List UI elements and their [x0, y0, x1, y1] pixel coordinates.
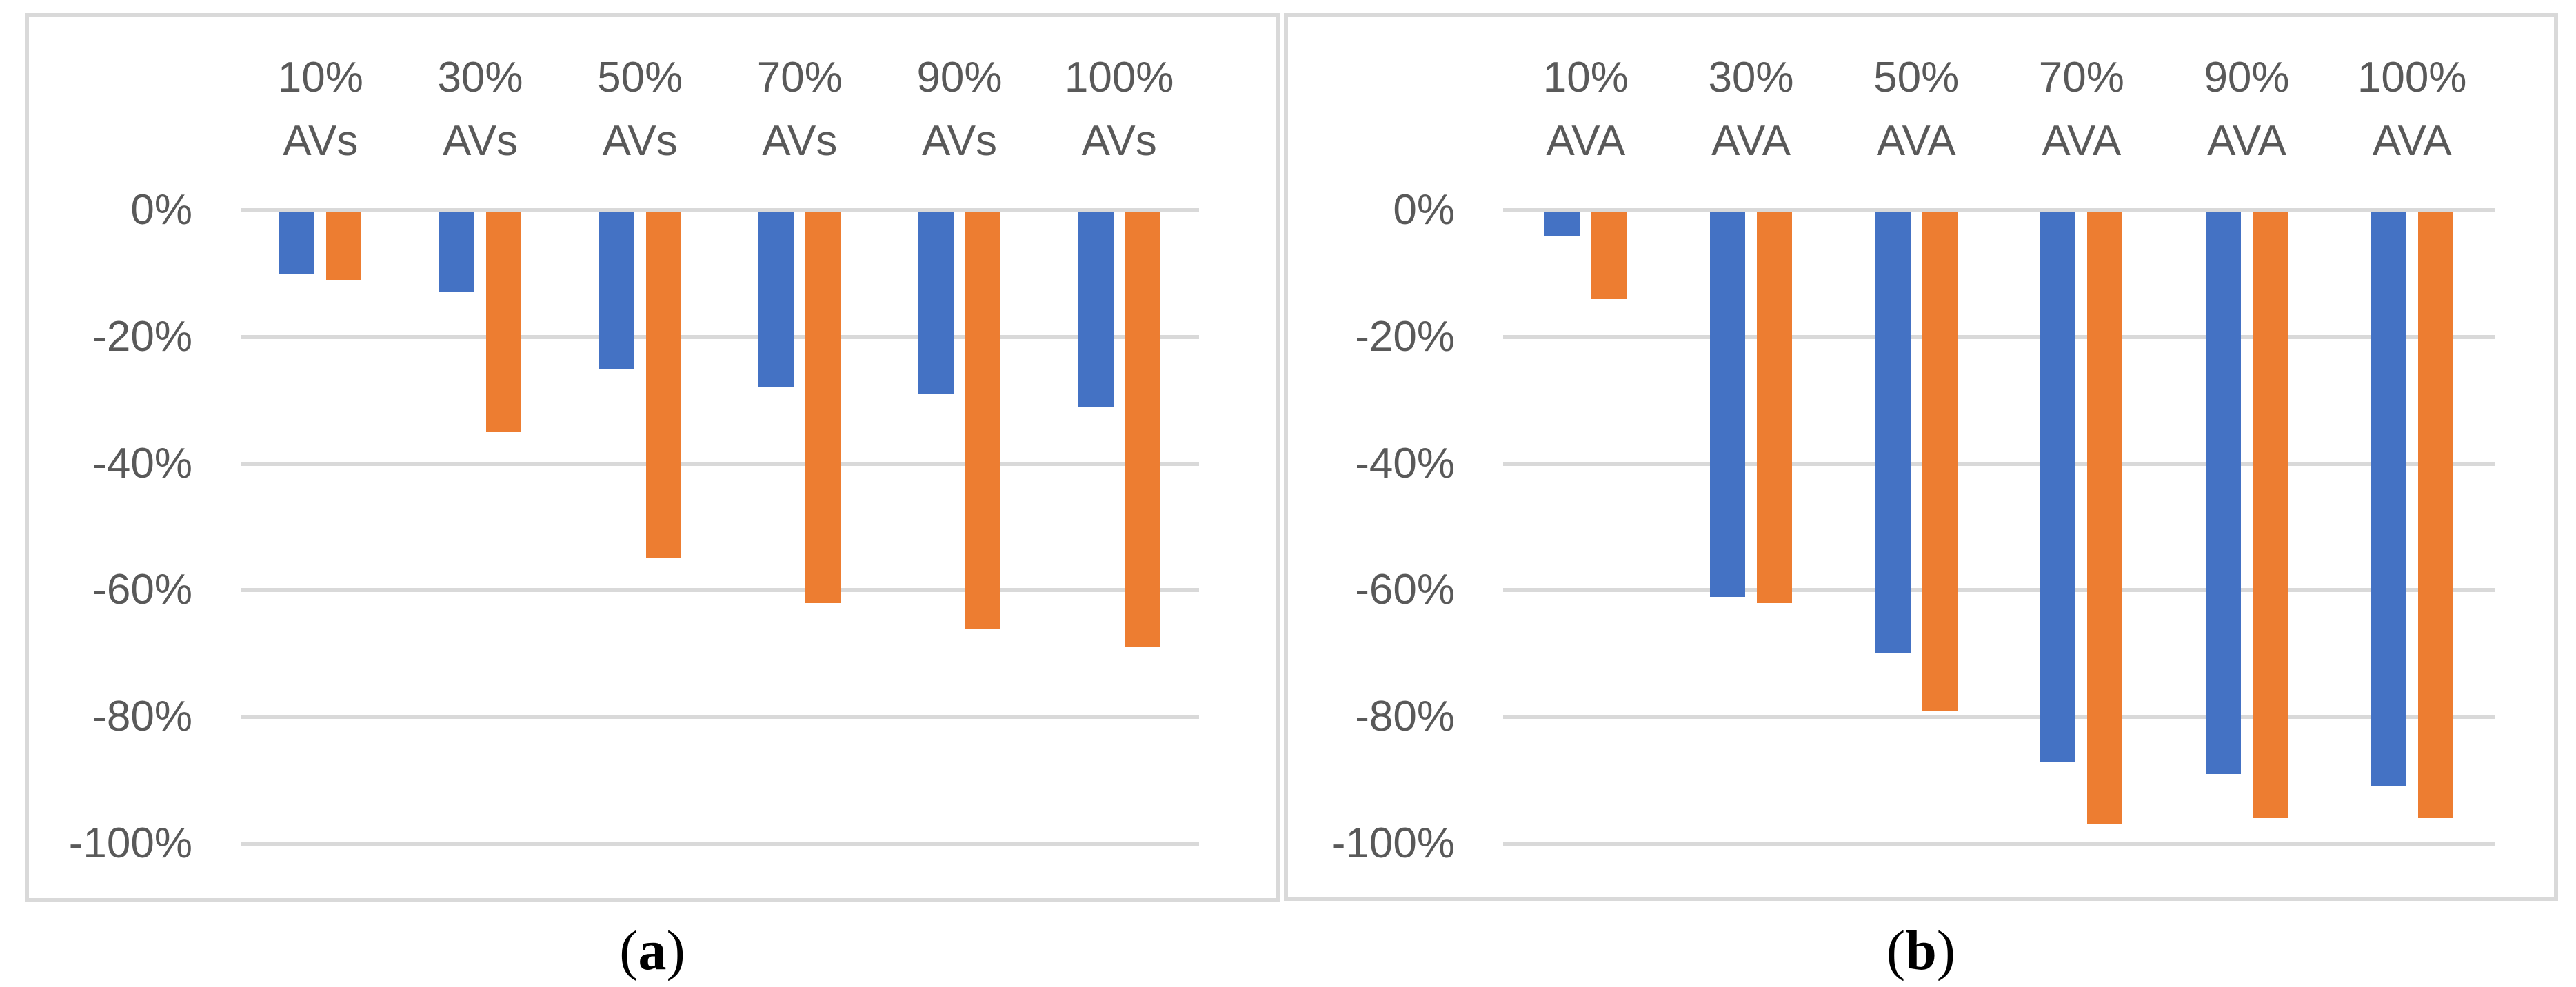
gridline--80%	[241, 715, 1199, 720]
caption-b-letter: b	[1905, 919, 1937, 981]
bar-orange-10%-AVs	[326, 212, 362, 281]
bar-orange-50%-AVA	[1922, 212, 1958, 711]
bar-blue-90%-AVs	[918, 212, 954, 394]
caption-a-paren-close: )	[666, 919, 685, 981]
y-axis-tick-label: -40%	[92, 439, 192, 487]
category-label: 90% AVs	[916, 54, 1003, 165]
y-axis-tick-label: 0%	[1393, 186, 1455, 234]
category-label: 10% AVs	[277, 54, 363, 165]
caption-b: (b)	[1886, 922, 1955, 979]
bar-blue-100%-AVA	[2371, 212, 2406, 787]
category-label: 50% AVs	[597, 54, 683, 165]
category-label: 100% AVs	[1064, 54, 1174, 165]
y-axis-tick-label: -80%	[92, 693, 192, 741]
category-label: 50% AVA	[1873, 54, 1960, 165]
category-label: 70% AVA	[2038, 54, 2124, 165]
bar-orange-90%-AVA	[2253, 212, 2288, 819]
bar-blue-10%-AVs	[279, 212, 315, 274]
gridline--40%	[1503, 461, 2495, 466]
category-label: 90% AVA	[2204, 54, 2290, 165]
bar-blue-90%-AVA	[2206, 212, 2241, 774]
gridline--100%	[1503, 842, 2495, 846]
category-label: 10% AVA	[1542, 54, 1629, 165]
bar-blue-50%-AVs	[598, 212, 634, 369]
caption-a-paren-open: (	[619, 919, 638, 981]
caption-a: (a)	[619, 922, 685, 979]
caption-b-paren-open: (	[1886, 919, 1906, 981]
gridline--60%	[241, 588, 1199, 593]
y-axis-tick-label: 0%	[130, 186, 192, 234]
gridline--40%	[241, 461, 1199, 466]
bar-orange-90%-AVs	[965, 212, 1000, 629]
bar-orange-30%-AVA	[1757, 212, 1792, 603]
gridline--100%	[241, 842, 1199, 846]
bar-blue-30%-AVs	[439, 212, 474, 293]
gridline-0%	[241, 208, 1199, 212]
bar-blue-70%-AVA	[2040, 212, 2076, 762]
caption-a-letter: a	[638, 919, 667, 981]
y-axis-tick-label: -20%	[1355, 312, 1455, 360]
y-axis-tick-label: -40%	[1355, 439, 1455, 487]
caption-b-paren-close: )	[1936, 919, 1956, 981]
gridline--20%	[1503, 334, 2495, 339]
bar-blue-10%-AVA	[1544, 212, 1580, 236]
bar-orange-50%-AVs	[645, 212, 681, 559]
bar-blue-50%-AVA	[1875, 212, 1911, 654]
bar-orange-70%-AVA	[2087, 212, 2123, 825]
chart-panel-b: 0% -20% -40% -60% -80% -100% 10% AVA 30% AVA 50% AV…	[1284, 13, 2558, 901]
category-label: 30% AVs	[437, 54, 523, 165]
bar-orange-70%-AVs	[805, 212, 841, 603]
bar-orange-10%-AVA	[1591, 212, 1627, 299]
category-label: 100% AVA	[2357, 54, 2467, 165]
bar-orange-100%-AVs	[1125, 212, 1160, 648]
gridline--20%	[241, 334, 1199, 339]
gridline-0%	[1503, 208, 2495, 212]
y-axis-tick-label: -100%	[1331, 820, 1455, 867]
y-axis-tick-label: -100%	[68, 820, 192, 867]
gridline--80%	[1503, 715, 2495, 720]
category-label: 30% AVA	[1708, 54, 1794, 165]
y-axis-tick-label: -20%	[92, 312, 192, 360]
gridline--60%	[1503, 588, 2495, 593]
bar-blue-70%-AVs	[758, 212, 794, 388]
bar-orange-100%-AVA	[2417, 212, 2453, 819]
y-axis-tick-label: -80%	[1355, 693, 1455, 741]
category-label: 70% AVs	[756, 54, 843, 165]
bar-orange-30%-AVs	[486, 212, 521, 432]
y-axis-tick-label: -60%	[92, 566, 192, 614]
chart-panel-a: 0% -20% -40% -60% -80% -100% 10% AVs 30% AVs 50% AV…	[25, 13, 1280, 902]
bar-blue-100%-AVs	[1078, 212, 1114, 407]
y-axis-tick-label: -60%	[1355, 566, 1455, 614]
bar-blue-30%-AVA	[1710, 212, 1745, 597]
